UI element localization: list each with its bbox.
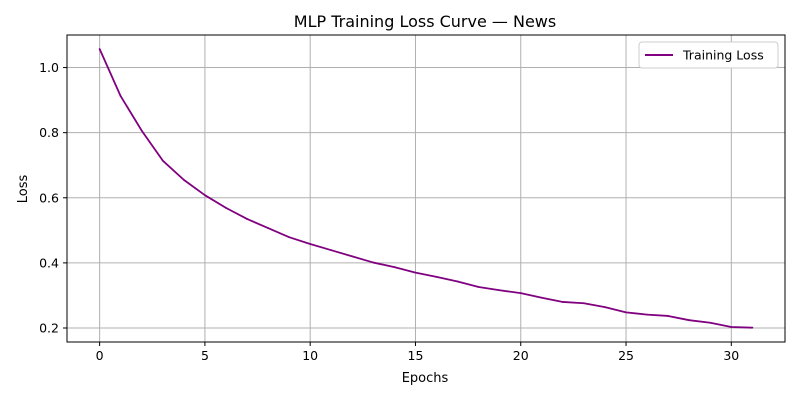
plot-frame — [66, 34, 786, 343]
data-point — [414, 271, 417, 274]
data-point — [688, 319, 691, 322]
data-point — [330, 249, 333, 252]
data-point — [309, 243, 312, 245]
chart-title: MLP Training Loss Curve — News — [294, 12, 556, 31]
data-point — [519, 292, 522, 295]
data-point — [393, 266, 396, 269]
data-point — [477, 286, 480, 288]
x-tick-label: 5 — [201, 348, 209, 363]
series-layer — [98, 48, 754, 329]
data-point — [730, 326, 733, 328]
x-tick-label: 30 — [723, 348, 739, 363]
series-line — [98, 48, 753, 329]
y-axis: 0.2 0.4 0.6 0.8 1.0 — [39, 60, 67, 336]
y-tick-label: 0.8 — [39, 125, 59, 140]
data-point — [561, 301, 564, 303]
data-point — [267, 227, 269, 229]
data-point — [435, 275, 438, 278]
data-point — [751, 326, 754, 329]
y-tick-label: 0.4 — [39, 255, 59, 270]
legend-label: Training Loss — [682, 48, 764, 63]
data-point — [182, 178, 185, 181]
x-axis: 0 5 10 15 20 25 30 — [96, 342, 739, 363]
x-tick-label: 15 — [408, 348, 424, 363]
legend: Training Loss — [638, 41, 779, 69]
data-point — [456, 280, 459, 283]
y-axis-label: Loss — [16, 175, 31, 204]
x-tick-label: 25 — [618, 348, 634, 363]
data-point — [161, 159, 164, 162]
grid — [67, 35, 785, 342]
data-point — [540, 296, 543, 299]
data-point — [98, 48, 101, 50]
data-point — [646, 313, 648, 316]
data-point — [351, 255, 354, 258]
y-tick-label: 1.0 — [39, 60, 59, 75]
data-point — [288, 236, 291, 239]
x-tick-label: 20 — [513, 348, 529, 363]
data-point — [498, 289, 501, 292]
x-axis-label: Epochs — [402, 371, 449, 386]
legend-box — [638, 41, 779, 69]
x-tick-label: 0 — [96, 348, 104, 363]
data-point — [667, 315, 670, 317]
data-point — [225, 206, 227, 209]
data-point — [625, 311, 627, 314]
x-tick-label: 10 — [302, 348, 318, 363]
data-point — [246, 218, 248, 220]
y-tick-label: 0.6 — [39, 190, 59, 205]
y-tick-label: 0.2 — [39, 321, 59, 336]
data-point — [583, 302, 585, 305]
data-point — [204, 194, 206, 197]
data-point — [140, 129, 143, 132]
data-point — [119, 95, 122, 98]
data-point — [709, 321, 712, 324]
data-point — [372, 261, 375, 264]
data-point — [604, 306, 606, 309]
